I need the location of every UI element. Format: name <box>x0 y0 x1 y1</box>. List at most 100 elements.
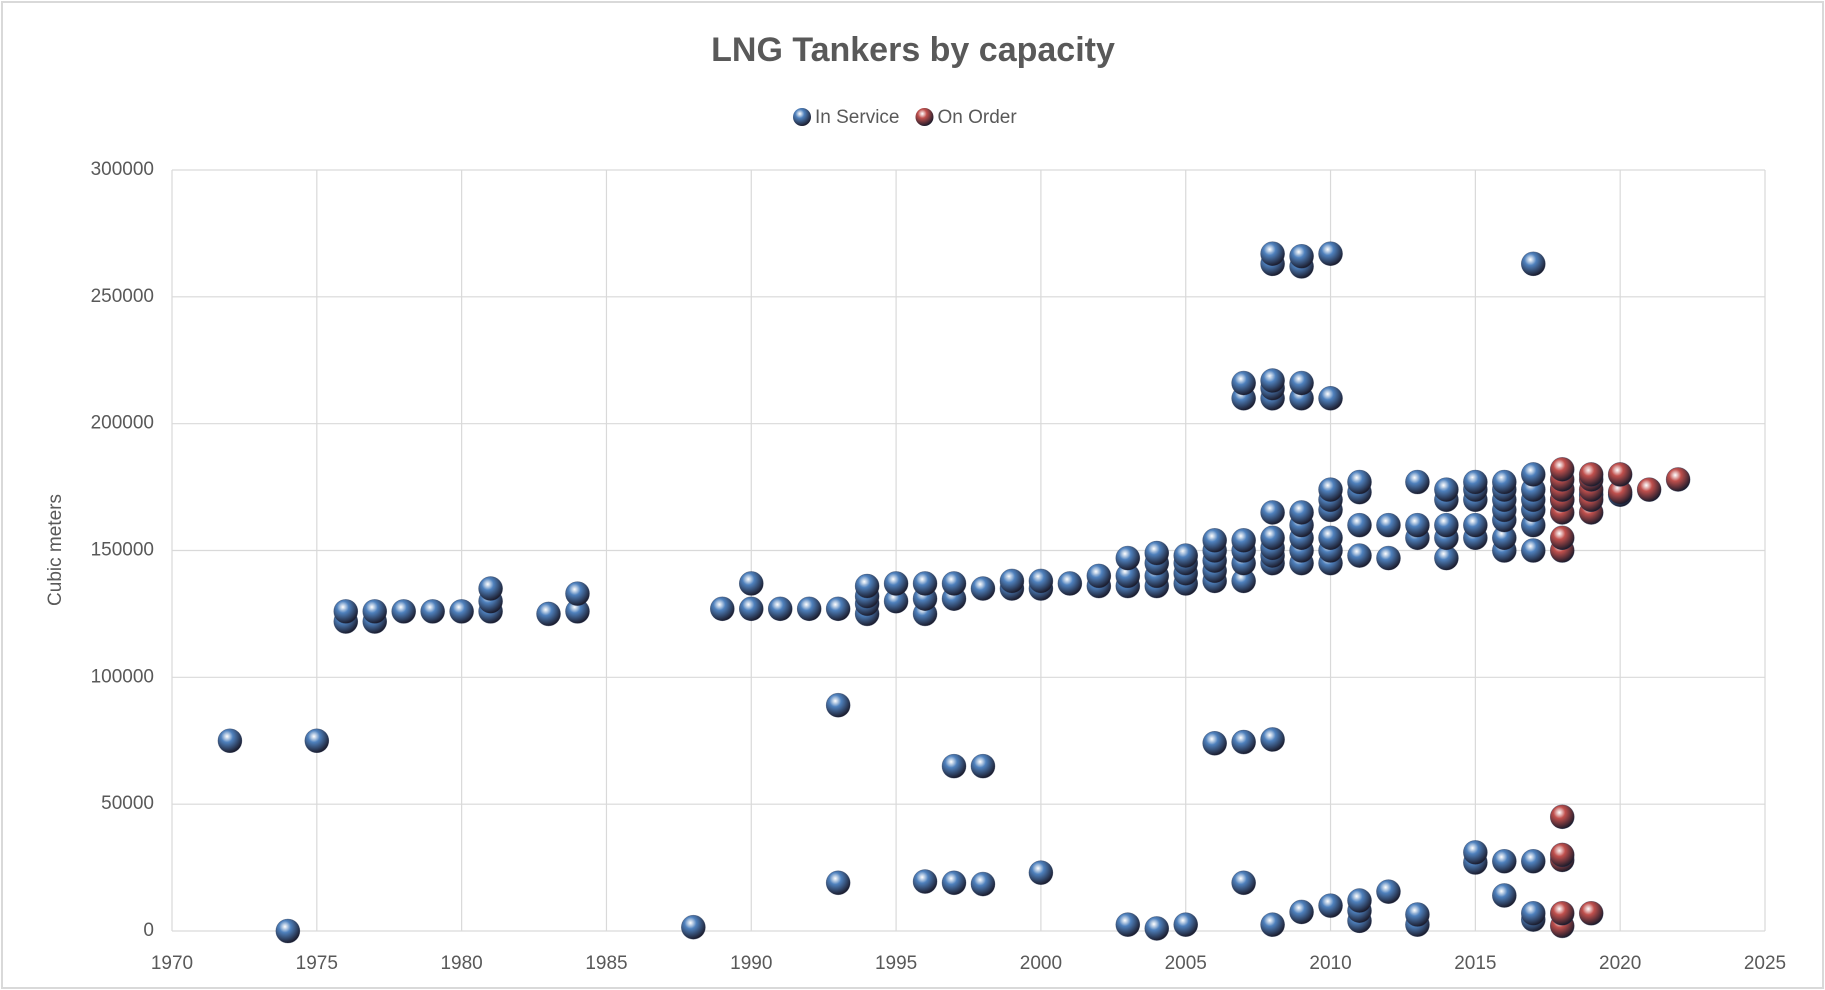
data-point <box>796 596 822 622</box>
data-point <box>1318 385 1343 411</box>
x-tick-label: 1985 <box>585 953 627 974</box>
data-point <box>970 753 996 779</box>
data-point <box>912 571 938 596</box>
data-point <box>883 571 909 596</box>
data-point <box>1260 525 1285 551</box>
y-tick-label: 50000 <box>101 793 154 814</box>
data-point <box>1520 462 1546 487</box>
data-point <box>1492 883 1517 908</box>
data-point <box>333 599 359 624</box>
chart-title: LNG Tankers by capacity <box>711 31 1115 69</box>
data-point <box>825 692 851 718</box>
data-point <box>912 869 938 894</box>
data-point <box>1578 462 1604 487</box>
data-point <box>1173 912 1199 937</box>
data-point <box>478 576 503 601</box>
data-point <box>1318 477 1343 502</box>
data-point <box>1057 571 1083 596</box>
data-point <box>1405 512 1430 538</box>
x-tick-label: 2000 <box>1020 953 1062 974</box>
legend-label: In Service <box>815 107 899 128</box>
data-point <box>1549 457 1575 482</box>
data-point <box>1347 512 1372 538</box>
data-point <box>1376 545 1401 571</box>
data-point <box>1549 804 1575 830</box>
data-point <box>681 914 706 940</box>
data-point <box>1607 462 1633 487</box>
data-point <box>1202 528 1227 553</box>
data-point <box>1260 241 1285 267</box>
x-tick-label: 1995 <box>875 953 917 974</box>
x-tick-label: 1970 <box>151 953 193 974</box>
data-point <box>362 599 388 624</box>
data-point <box>1260 368 1285 393</box>
data-point <box>941 571 967 596</box>
data-point <box>1260 912 1285 937</box>
data-point <box>1115 912 1141 937</box>
x-tick-label: 1980 <box>440 953 482 974</box>
x-tick-label: 2025 <box>1744 953 1786 974</box>
data-point <box>941 753 967 779</box>
data-point <box>1028 568 1054 594</box>
data-point <box>304 728 330 754</box>
data-point <box>275 918 301 944</box>
data-point <box>536 601 561 627</box>
data-point <box>391 599 417 624</box>
data-point <box>1376 879 1401 904</box>
y-tick-label: 300000 <box>91 159 154 180</box>
data-point <box>1549 900 1575 926</box>
data-point <box>1463 469 1488 495</box>
data-point <box>970 576 996 601</box>
data-point <box>1028 860 1054 885</box>
data-point <box>1289 370 1314 396</box>
data-point <box>1549 842 1575 868</box>
data-point <box>1202 730 1227 756</box>
data-point <box>1231 528 1256 553</box>
data-point <box>1376 512 1401 538</box>
data-point <box>1520 538 1546 563</box>
data-point <box>1260 500 1285 525</box>
data-point <box>1289 500 1314 525</box>
data-point <box>1347 543 1372 568</box>
data-point <box>1173 543 1199 568</box>
legend-label: On Order <box>937 107 1017 128</box>
data-point <box>1347 888 1372 913</box>
legend: In Service On Order <box>793 107 1017 128</box>
data-point <box>738 596 764 622</box>
x-tick-label: 1990 <box>730 953 772 974</box>
data-point <box>1463 840 1488 865</box>
data-point <box>970 871 996 897</box>
data-point <box>999 568 1025 594</box>
y-tick-label: 100000 <box>91 666 154 687</box>
data-point <box>854 573 880 599</box>
data-point <box>825 596 851 622</box>
data-point <box>1492 469 1517 495</box>
data-point <box>1144 540 1170 566</box>
data-point <box>941 870 967 896</box>
data-point <box>767 596 793 622</box>
data-point <box>1520 900 1546 926</box>
y-tick-label: 250000 <box>91 286 154 307</box>
x-tick-label: 2010 <box>1309 953 1351 974</box>
data-point <box>1086 563 1112 589</box>
data-point <box>1115 545 1141 571</box>
data-point <box>1144 916 1170 941</box>
data-point <box>1289 899 1314 925</box>
data-point <box>449 599 474 624</box>
data-point <box>710 596 735 622</box>
data-point <box>217 728 243 754</box>
data-point <box>1318 241 1343 267</box>
data-point <box>1520 848 1546 874</box>
data-point <box>1549 525 1575 551</box>
x-tick-label: 1975 <box>296 953 338 974</box>
y-tick-label: 150000 <box>91 540 154 561</box>
data-point <box>1405 469 1430 495</box>
data-point <box>1318 525 1343 551</box>
data-point <box>1520 251 1546 277</box>
data-point <box>1463 512 1488 538</box>
data-point <box>1231 870 1256 896</box>
data-point <box>1665 467 1691 492</box>
data-point <box>1492 848 1517 874</box>
